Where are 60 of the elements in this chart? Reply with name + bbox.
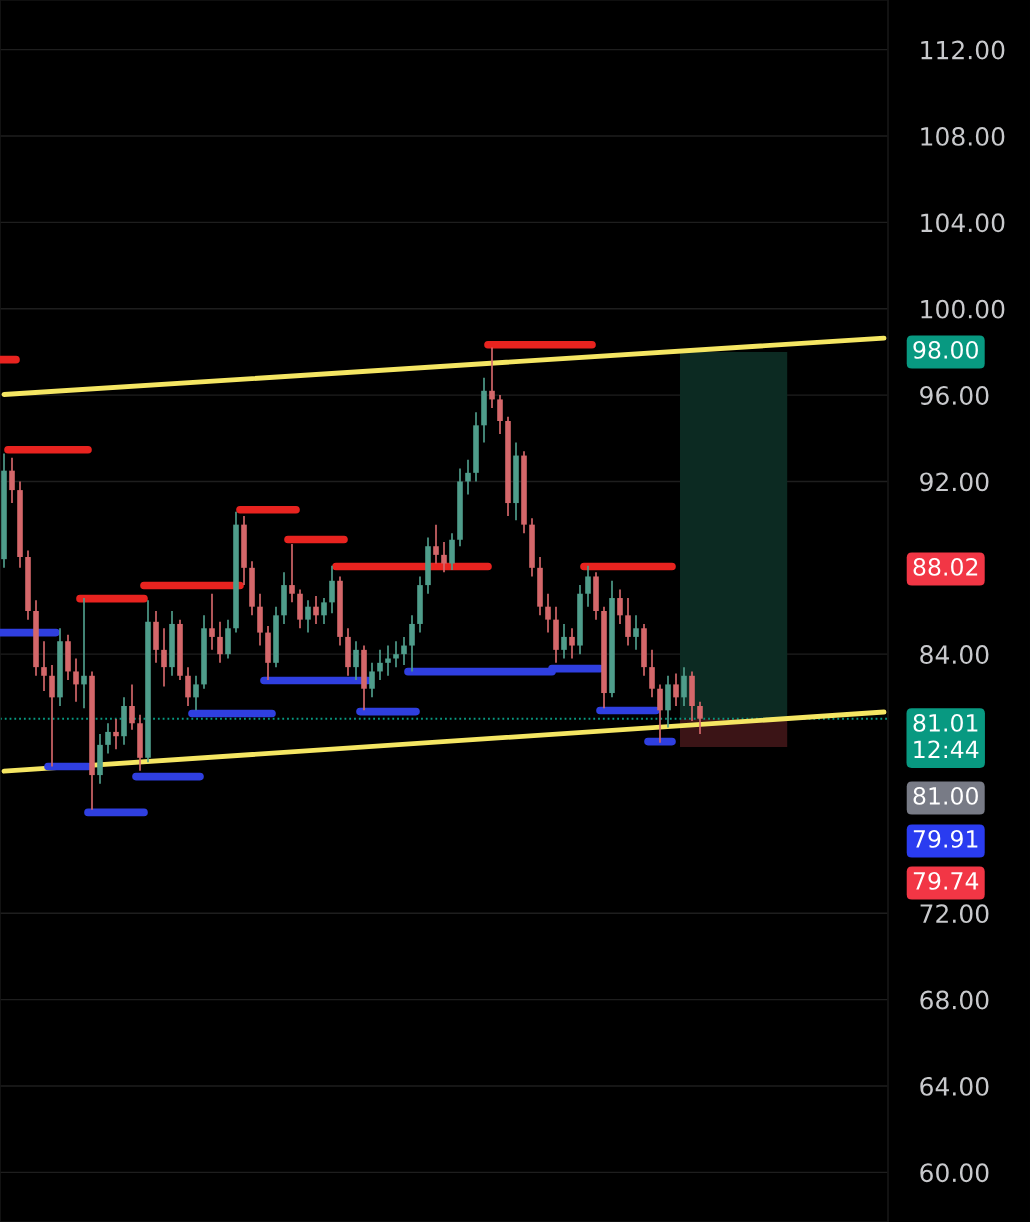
candlestick (385, 644, 391, 677)
y-tick-label: 72.00 (920, 904, 989, 924)
candlestick (393, 640, 399, 668)
candlestick (697, 700, 703, 735)
text: 88.02 (913, 557, 978, 576)
candlestick (321, 597, 327, 625)
candlestick (185, 666, 191, 707)
text: 79.74 (913, 871, 979, 890)
candlestick (625, 597, 631, 647)
y-tick-label: 108.00 (921, 126, 1005, 146)
candlestick (681, 666, 687, 707)
candlestick (545, 592, 551, 634)
candlestick (649, 649, 655, 699)
y-tick-label: 92.00 (920, 472, 989, 492)
y-tick-label: 64.00 (920, 1076, 989, 1096)
candlestick (193, 674, 199, 712)
candlestick (441, 541, 447, 573)
y-tick-label: 68.00 (920, 990, 989, 1010)
candlestick (617, 588, 623, 625)
y-tick-label: 104.00 (921, 213, 1005, 233)
candlestick (489, 346, 495, 409)
ref-line-label: 81.01 12:44 (913, 713, 979, 758)
candlestick (633, 614, 639, 651)
candlestick (401, 636, 407, 666)
y-tick-label: 60.00 (920, 1163, 989, 1183)
candlestick (289, 543, 295, 604)
candlestick (329, 564, 335, 614)
candlestick (585, 564, 591, 608)
candlestick (49, 664, 55, 768)
candlestick (569, 627, 575, 660)
candlestick (105, 722, 111, 755)
candlestick (73, 657, 79, 703)
candlestick (369, 661, 375, 699)
candlestick (305, 599, 311, 634)
candlestick (657, 683, 663, 744)
candlestick (433, 523, 439, 565)
y-tick-label: 96.00 (920, 386, 989, 405)
y-tick-label: 100.00 (921, 299, 1005, 319)
y-tick-label: 112.00 (921, 40, 1005, 60)
candlestick (673, 672, 679, 707)
text: 98.00 (913, 340, 978, 359)
candlestick (449, 532, 455, 571)
text: 79.91 (913, 829, 978, 848)
candlestick (9, 456, 15, 504)
candlestick (561, 623, 567, 660)
candlestick (81, 597, 87, 709)
y-tick-label: 84.00 (920, 645, 989, 665)
candlestick (353, 640, 359, 681)
candlestick (313, 595, 319, 625)
candlestick (113, 718, 119, 751)
candlestick (209, 592, 215, 651)
candlestick (465, 459, 471, 496)
candlestick (409, 614, 415, 673)
text: 81.00 (913, 786, 978, 805)
candlestick (217, 620, 223, 664)
candlestick (377, 649, 383, 681)
candlestick (161, 627, 167, 688)
candlestick (497, 394, 503, 435)
candlestick (41, 640, 47, 692)
candlestick (129, 683, 135, 731)
